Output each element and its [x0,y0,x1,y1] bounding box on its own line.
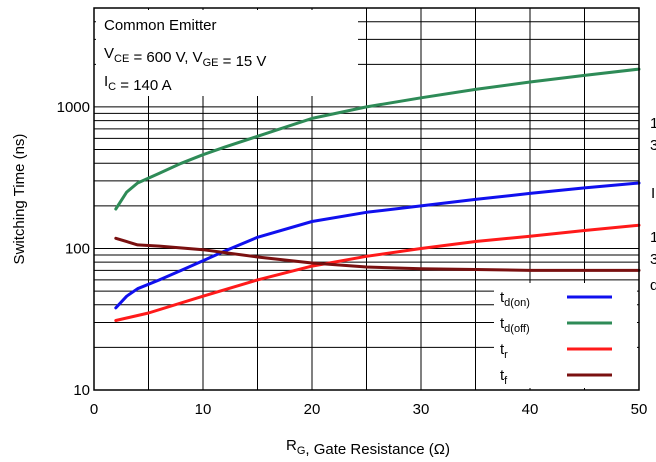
x-tick-label: 0 [90,401,98,418]
edge-fragment-1: 1 [650,115,656,132]
annotation-box: Common Emitter VCE = 600 V, VGE = 15 V I… [96,10,358,96]
subscript: r [504,349,508,361]
y-tick-label: 100 [65,240,90,257]
text-run: t [500,341,505,358]
series-line-td(off) [114,67,641,211]
legend-label-td(on): td(on) [500,289,530,309]
y-tick-label: 10 [73,382,90,399]
annotation-line-2: VCE = 600 V, VGE = 15 V [104,45,266,70]
edge-fragment-5: 3 [650,251,656,268]
text-run: I [104,73,108,90]
subscript: G [297,445,306,457]
series-line-tf [114,236,641,272]
text-run: = 15 V [218,53,266,70]
text-run: t [500,315,505,332]
curves [114,67,641,322]
annotation-line-3: IC = 140 A [104,73,172,94]
subscript: C [108,81,116,93]
annotation-line-1: Common Emitter [104,17,217,34]
y-axis-title: Switching Time (ns) [11,134,28,265]
subscript: d(off) [504,323,529,335]
legend-label-tf: tf [500,367,508,387]
edge-fragments: 1 3 I 1 3 d [650,115,656,294]
text-run: = 600 V, V [129,49,202,66]
series-line-td(on) [114,181,641,310]
text-run: t [500,367,505,384]
x-axis-title: RG, Gate Resistance (Ω) [286,437,450,458]
legend-label-td(off): td(off) [500,315,530,335]
text-run: R [286,437,297,454]
x-tick-label: 50 [631,401,648,418]
plot-border [93,7,640,391]
series-line-tr [114,223,641,322]
x-tick-label: 20 [304,401,321,418]
subscript: CE [114,53,129,65]
text-run: t [500,289,505,306]
subscript: GE [203,57,219,69]
x-tick-label: 40 [522,401,539,418]
edge-fragment-6: d [650,277,656,294]
edge-fragment-4: 1 [650,229,656,246]
x-tick-label: 10 [195,401,212,418]
text-run: , Gate Resistance (Ω) [305,441,450,458]
subscript: f [504,375,508,387]
x-tick-label: 30 [413,401,430,418]
edge-fragment-2: 3 [650,137,656,154]
legend-label-tr: tr [500,341,508,361]
text-run: V [104,45,114,62]
text-run: = 140 A [116,77,171,94]
edge-fragment-3: I [651,185,655,202]
subscript: d(on) [504,297,530,309]
legend-background [494,283,637,388]
y-tick-label: 1000 [57,99,90,116]
